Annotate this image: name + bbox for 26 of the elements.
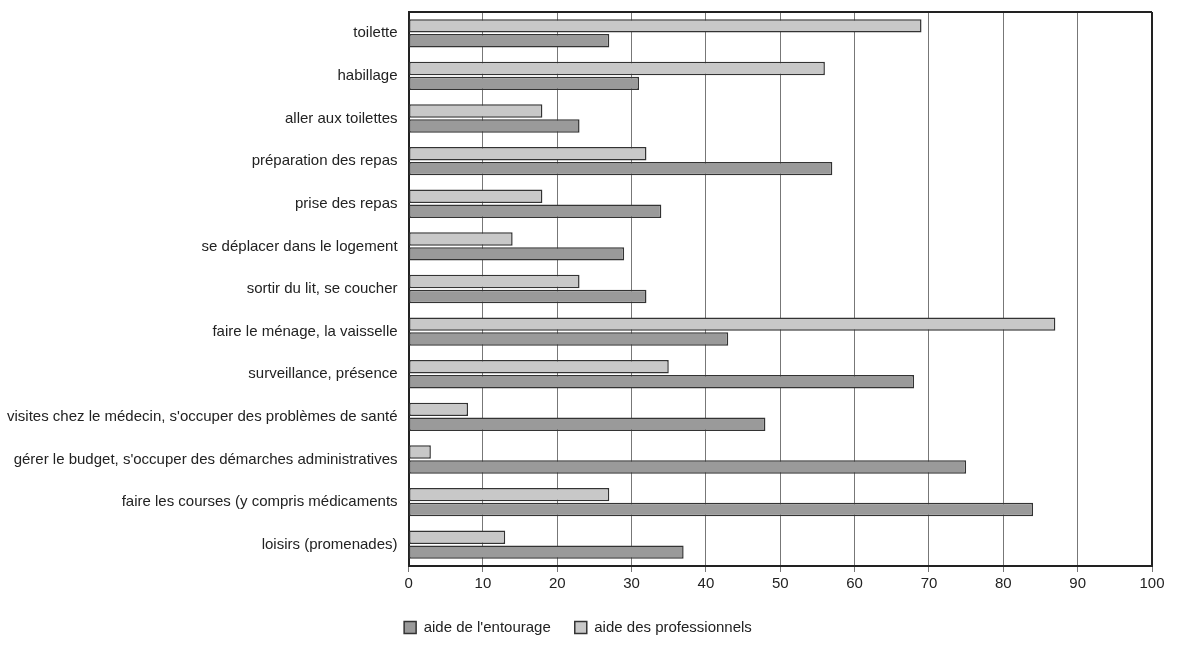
y-tick-label: visites chez le médecin, s'occuper des problèmes de santé xyxy=(6,406,398,424)
y-tick-label: sortir du lit, se coucher xyxy=(246,279,398,297)
x-tick-label: 80 xyxy=(994,574,1012,592)
y-tick-label: aller aux toilettes xyxy=(285,108,398,126)
x-tick-label: 100 xyxy=(1139,574,1165,592)
x-tick-label: 50 xyxy=(771,574,789,592)
x-tick-label: 40 xyxy=(697,574,715,592)
y-tick-label: se déplacer dans le logement xyxy=(201,236,399,254)
x-tick-label: 30 xyxy=(623,574,640,592)
y-tick-label: faire les courses (y compris médicaments xyxy=(121,492,398,510)
x-tick-label: 10 xyxy=(474,574,492,592)
x-tick-label: 0 xyxy=(404,574,413,592)
y-tick-label: faire le ménage, la vaisselle xyxy=(212,321,398,339)
y-tick-label: toilette xyxy=(353,23,398,41)
y-tick-label: prise des repas xyxy=(295,193,398,211)
x-tick-label: 90 xyxy=(1069,574,1086,592)
legend-label: aide des professionnels xyxy=(594,617,752,635)
x-tick-label: 70 xyxy=(920,574,938,592)
y-tick-label: loisirs (promenades) xyxy=(261,534,398,552)
legend-label: aide de l'entourage xyxy=(423,617,551,635)
y-tick-label: préparation des repas xyxy=(251,151,398,169)
x-tick-label: 60 xyxy=(846,574,863,592)
y-tick-label: surveillance, présence xyxy=(248,364,398,382)
y-tick-label: gérer le budget, s'occuper des démarches administratives xyxy=(13,449,398,467)
y-tick-label: habillage xyxy=(337,66,398,84)
x-tick-label: 20 xyxy=(548,574,566,592)
